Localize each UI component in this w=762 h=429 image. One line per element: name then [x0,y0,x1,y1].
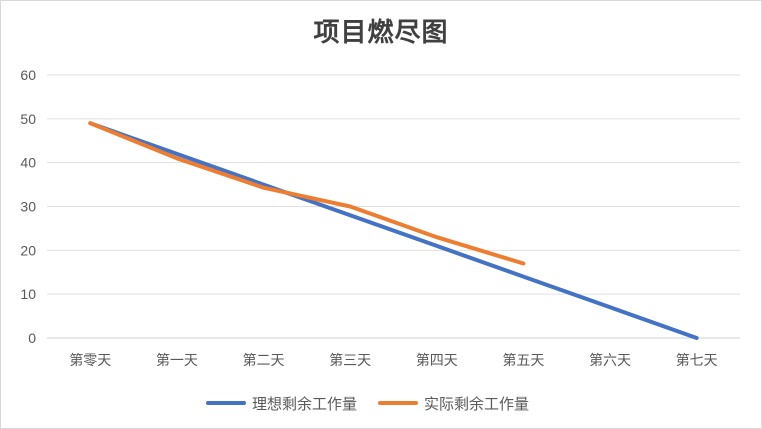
y-tick-label: 20 [20,242,36,258]
x-tick-label: 第五天 [502,352,544,369]
y-tick-label: 30 [20,199,36,215]
y-tick-label: 0 [28,330,36,346]
x-tick-label: 第七天 [676,352,718,369]
x-tick-label: 第三天 [329,352,371,369]
x-tick-label: 第六天 [589,352,631,369]
legend-label-1: 理想剩余工作量 [252,395,357,413]
legend-label-2: 实际剩余工作量 [424,395,529,413]
y-tick-label: 50 [20,111,36,127]
x-tick-label: 第一天 [156,352,198,369]
series-line-1 [88,121,699,340]
x-tick-label: 第零天 [69,352,111,369]
y-tick-label: 60 [20,67,36,83]
series-line-2 [88,121,526,266]
chart-title: 项目燃尽图 [313,18,449,48]
y-tick-label: 10 [20,286,36,302]
y-tick-label: 40 [20,155,36,171]
x-tick-label: 第二天 [243,352,285,369]
x-tick-label: 第四天 [416,352,458,369]
